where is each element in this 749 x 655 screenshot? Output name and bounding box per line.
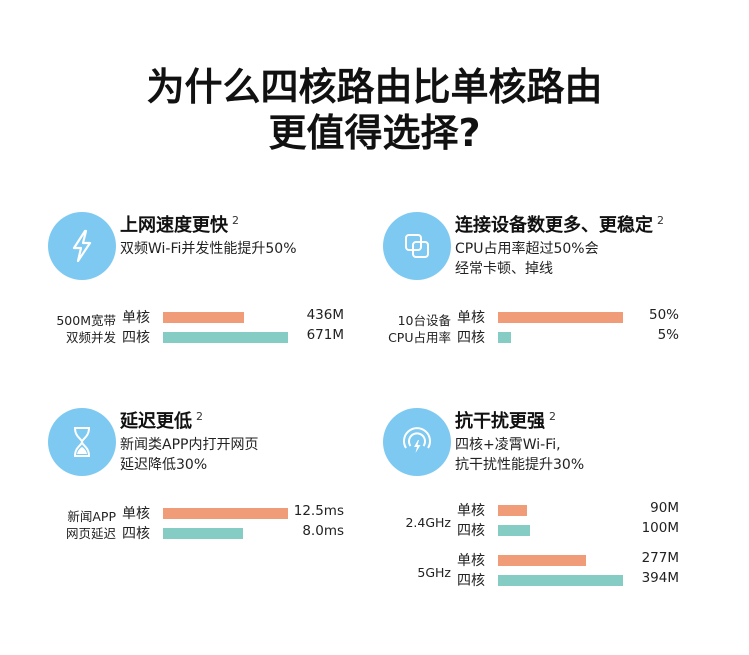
value-label: 8.0ms <box>302 523 344 539</box>
panel-desc: 四核+凌霄Wi-Fi, 抗干扰性能提升30% <box>455 437 585 473</box>
series-label: 单核 <box>122 506 150 522</box>
group-label-line: 10台设备 <box>397 313 451 328</box>
value-label: 5% <box>657 327 679 343</box>
series-label: 四核 <box>457 573 485 589</box>
quad-core-bar <box>498 575 623 586</box>
quad-core-bar <box>498 332 511 343</box>
group-label: 2.4GHz <box>373 514 451 531</box>
quad-core-bar <box>163 528 243 539</box>
group-label-line: CPU占用率 <box>388 330 451 345</box>
panel-desc: 新闻类APP内打开网页 延迟降低30% <box>120 437 259 473</box>
group-label: 500M宽带双频并发 <box>38 312 116 346</box>
series-label: 四核 <box>457 330 485 346</box>
series-label: 单核 <box>122 310 150 326</box>
value-label: 12.5ms <box>293 503 344 519</box>
series-label: 单核 <box>457 310 485 326</box>
value-label: 671M <box>306 327 344 343</box>
series-label: 四核 <box>122 330 150 346</box>
series-label: 四核 <box>122 526 150 542</box>
lightning-icon <box>48 212 116 280</box>
single-core-bar <box>163 312 245 323</box>
hourglass-icon <box>48 408 116 476</box>
panel-title: 上网速度更快 2 <box>120 214 239 236</box>
single-core-bar <box>498 505 527 516</box>
single-core-bar <box>498 555 586 566</box>
group-label-line: 500M宽带 <box>56 313 116 328</box>
value-label: 436M <box>306 307 344 323</box>
panel-title: 延迟更低 2 <box>120 410 203 432</box>
single-core-bar <box>163 508 288 519</box>
group-label-line: 5GHz <box>417 564 451 580</box>
quad-core-bar <box>163 332 288 343</box>
panel-interference: 抗干扰更强 2 四核+凌霄Wi-Fi, 抗干扰性能提升30% 2.4GHz 单核 90M… <box>383 408 703 598</box>
wifi-signal-icon <box>383 408 451 476</box>
group-label: 5GHz <box>373 564 451 581</box>
panel-latency: 延迟更低 2 新闻类APP内打开网页 延迟降低30% 新闻APP 网页延迟 单核 12.5… <box>48 408 368 598</box>
series-label: 单核 <box>457 553 485 569</box>
panel-desc: 双频Wi-Fi并发性能提升50% <box>120 241 297 257</box>
value-label: 277M <box>641 550 679 566</box>
quad-core-bar <box>498 525 530 536</box>
overlap-squares-icon <box>383 212 451 280</box>
page-title-line1: 为什么四核路由比单核路由 <box>146 65 603 109</box>
single-core-bar <box>498 312 623 323</box>
group-label-line: 网页延迟 <box>65 526 116 541</box>
panel-desc: CPU占用率超过50%会 经常卡顿、掉线 <box>455 241 599 277</box>
group-label-line: 2.4GHz <box>405 514 451 530</box>
group-label: 10台设备 CPU占用率 <box>373 312 451 346</box>
value-label: 50% <box>648 307 679 323</box>
panel-title: 抗干扰更强 2 <box>455 410 556 432</box>
group-label-line: 双频并发 <box>65 330 116 345</box>
group-label-line: 新闻APP <box>67 509 116 524</box>
series-label: 四核 <box>457 523 485 539</box>
panel-speed: 上网速度更快 2 双频Wi-Fi并发性能提升50% 500M宽带双频并发 单核 436… <box>48 212 368 402</box>
group-label: 新闻APP 网页延迟 <box>38 508 116 542</box>
value-label: 90M <box>650 500 679 516</box>
value-label: 394M <box>641 570 679 586</box>
page-title-line2: 更值得选择? <box>268 111 481 155</box>
value-label: 100M <box>641 520 679 536</box>
series-label: 单核 <box>457 503 485 519</box>
panel-title: 连接设备数更多、更稳定 2 <box>455 214 664 236</box>
panel-devices: 连接设备数更多、更稳定 2 CPU占用率超过50%会 经常卡顿、掉线 10台设备 CP… <box>383 212 703 402</box>
